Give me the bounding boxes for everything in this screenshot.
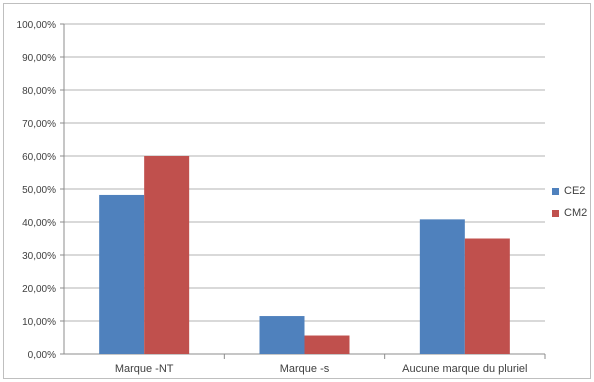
bar-cm2-2 xyxy=(464,238,510,354)
legend: CE2 CM2 xyxy=(552,180,587,224)
x-tick-label: Marque -s xyxy=(280,363,330,375)
x-tick-label: Aucune marque du pluriel xyxy=(402,363,527,375)
bar-ce2-2 xyxy=(419,219,465,354)
y-tick-label: 30,00% xyxy=(22,251,56,262)
bar-ce2-1 xyxy=(259,316,305,354)
legend-swatch-ce2 xyxy=(552,187,559,195)
legend-label-ce2: CE2 xyxy=(564,185,586,197)
legend-label-cm2: CM2 xyxy=(564,207,588,219)
y-tick-label: 90,00% xyxy=(22,53,56,64)
y-tick-label: 20,00% xyxy=(22,284,56,295)
bar-cm2-1 xyxy=(304,335,350,354)
bar-ce2-0 xyxy=(99,194,145,354)
y-tick-label: 0,00% xyxy=(28,350,56,361)
y-tick-label: 80,00% xyxy=(22,86,56,97)
legend-item-cm2: CM2 xyxy=(552,202,587,224)
legend-swatch-cm2 xyxy=(552,209,559,217)
y-tick-label: 100,00% xyxy=(17,20,57,31)
y-tick-label: 50,00% xyxy=(22,185,56,196)
x-tick-label: Marque -NT xyxy=(115,363,174,375)
y-tick-label: 10,00% xyxy=(22,317,56,328)
bar-cm2-0 xyxy=(144,156,190,354)
y-tick-label: 60,00% xyxy=(22,152,56,163)
y-tick-label: 70,00% xyxy=(22,119,56,130)
legend-item-ce2: CE2 xyxy=(552,180,587,202)
y-tick-label: 40,00% xyxy=(22,218,56,229)
